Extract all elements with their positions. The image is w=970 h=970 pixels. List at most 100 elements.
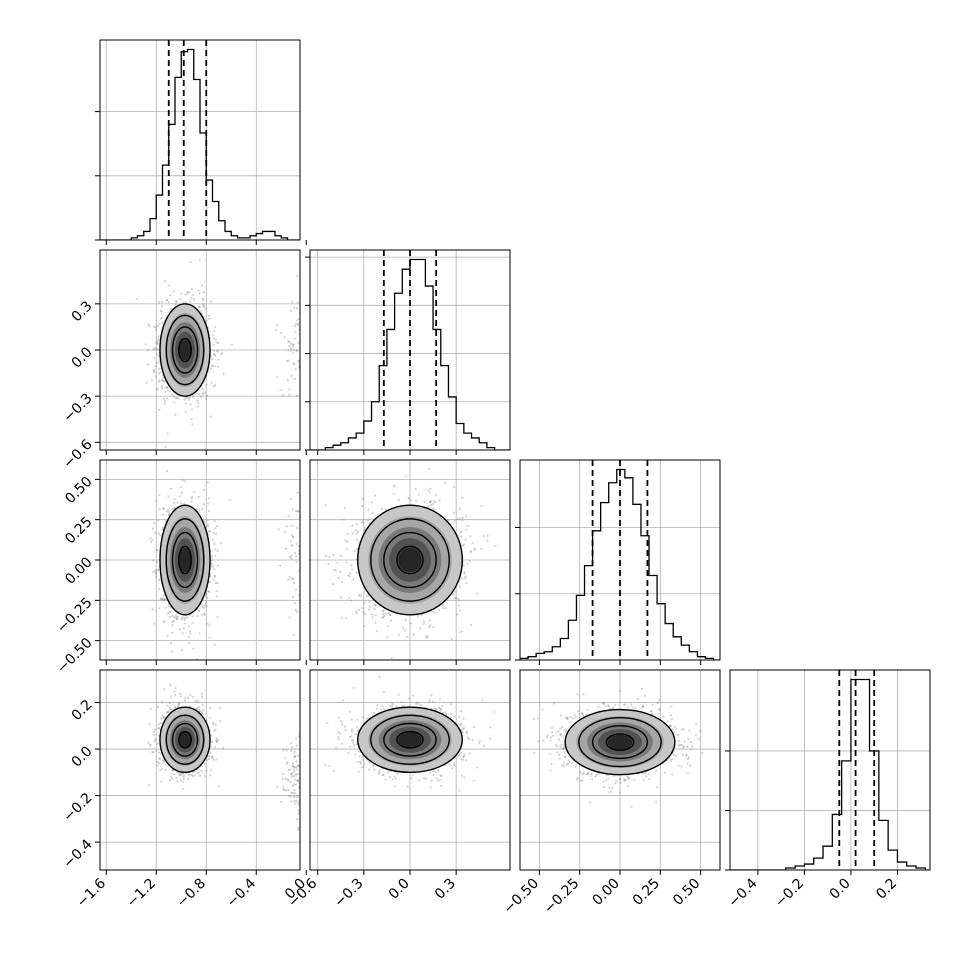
sample-point — [392, 484, 395, 487]
sample-point — [429, 487, 432, 490]
sample-point — [301, 529, 303, 531]
contour-2 — [171, 531, 199, 589]
sample-point — [361, 607, 364, 610]
sample-point — [466, 524, 469, 527]
contour-1 — [370, 518, 450, 602]
sample-point — [217, 358, 220, 361]
sample-point — [290, 772, 293, 776]
sample-point — [307, 339, 309, 341]
sample-point — [303, 536, 305, 538]
sample-point — [292, 349, 295, 352]
sample-point — [366, 595, 369, 598]
sample-point — [351, 532, 354, 535]
sample-point — [153, 531, 157, 534]
sample-point — [148, 324, 151, 328]
sample-point — [296, 323, 300, 327]
sample-point — [303, 592, 305, 594]
sample-point — [306, 814, 308, 816]
sample-point — [331, 582, 335, 586]
sample-point — [210, 381, 213, 384]
sample-point — [179, 617, 183, 620]
sample-point — [288, 576, 292, 579]
sample-point — [213, 542, 216, 546]
sample-point — [346, 540, 349, 544]
sample-point — [162, 379, 165, 383]
sample-point — [196, 402, 200, 405]
sample-point — [312, 585, 314, 587]
sample-point — [307, 552, 309, 554]
sample-point — [303, 789, 305, 791]
sample-point — [414, 487, 417, 490]
sample-point — [313, 337, 315, 339]
sample-point — [311, 565, 313, 567]
sample-point — [201, 393, 204, 396]
sample-point — [486, 534, 489, 537]
sample-point — [297, 754, 300, 757]
sample-point — [322, 511, 324, 513]
sample-point — [190, 418, 193, 421]
sample-point — [164, 445, 167, 448]
sample-point — [290, 544, 293, 547]
sample-point — [166, 385, 169, 389]
sample-point — [355, 612, 358, 615]
sample-point — [461, 516, 464, 519]
sample-point — [165, 510, 169, 513]
sample-point — [222, 372, 225, 376]
sample-point — [230, 343, 234, 347]
sample-point — [220, 353, 223, 356]
sample-point — [213, 643, 216, 646]
sample-point — [212, 578, 215, 581]
sample-point — [210, 300, 213, 303]
sample-point — [311, 561, 313, 563]
sample-point — [397, 498, 400, 501]
histogram-step-0 — [100, 48, 300, 240]
contour-0 — [159, 504, 211, 616]
sample-point — [297, 545, 300, 548]
sample-point — [301, 317, 303, 319]
sample-point — [303, 360, 305, 362]
sample-point — [417, 493, 420, 496]
sample-point — [304, 393, 306, 395]
sample-point — [296, 510, 299, 513]
sample-point — [157, 579, 160, 582]
sample-point — [308, 355, 310, 357]
sample-point — [318, 340, 320, 342]
sample-point — [184, 402, 187, 405]
sample-point — [171, 615, 174, 618]
sample-point — [154, 326, 157, 329]
sample-point — [188, 705, 191, 708]
sample-point — [151, 538, 154, 542]
sample-point — [351, 524, 354, 527]
sample-point — [368, 605, 372, 608]
sample-point — [175, 614, 178, 617]
y-tick-label: 0.3 — [69, 298, 96, 325]
sample-point — [363, 625, 366, 628]
sample-point — [307, 527, 309, 529]
sample-point — [425, 634, 428, 637]
sample-point — [196, 615, 200, 618]
sample-point — [465, 514, 468, 518]
density-level — [179, 547, 191, 573]
sample-point — [363, 602, 366, 605]
sample-point — [207, 502, 210, 505]
sample-point — [180, 649, 184, 652]
sample-point — [187, 641, 191, 645]
sample-point — [290, 554, 293, 558]
sample-point — [215, 589, 218, 593]
sample-point — [292, 535, 295, 538]
sample-point — [290, 347, 293, 350]
sample-point — [154, 365, 157, 368]
sample-point — [285, 525, 288, 528]
contour-2 — [383, 531, 437, 589]
sample-point — [304, 536, 306, 538]
sample-point — [158, 367, 161, 370]
sample-point — [179, 779, 183, 782]
sample-point — [311, 574, 313, 576]
sample-point — [306, 319, 308, 321]
sample-point — [155, 361, 158, 364]
sample-point — [296, 301, 299, 304]
sample-point — [339, 570, 342, 573]
sample-point — [165, 469, 169, 472]
sample-point — [217, 365, 220, 368]
sample-point — [303, 361, 305, 363]
